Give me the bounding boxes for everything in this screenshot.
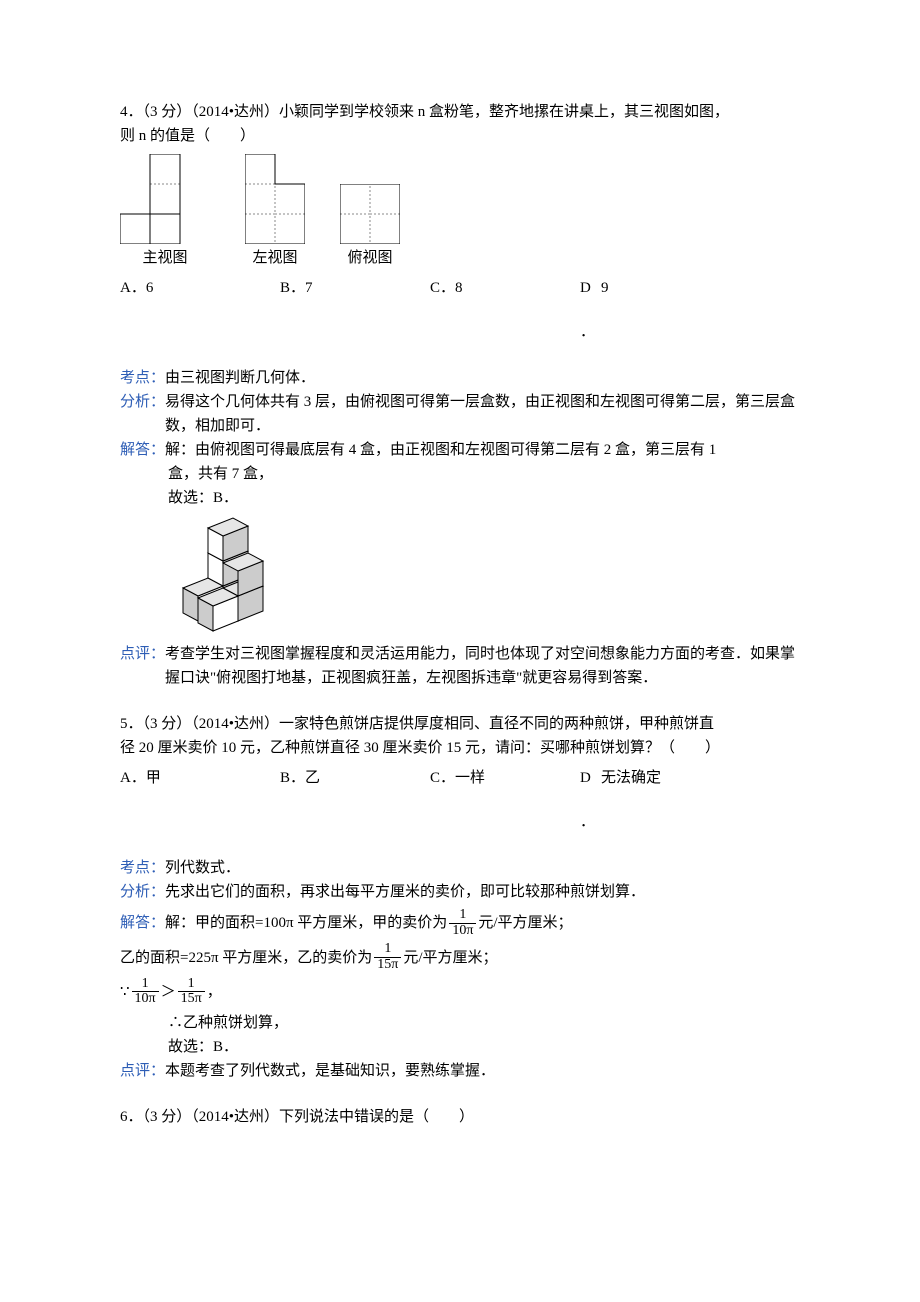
frac-num: 1 — [374, 942, 401, 958]
q4-explain: 考点： 由三视图判断几何体． 分析： 易得这个几何体共有 3 层，由俯视图可得第… — [120, 366, 810, 690]
q4-jieda-line2: 盒，共有 7 盒， — [168, 462, 810, 486]
q4-kaodian-body: 由三视图判断几何体． — [165, 366, 810, 390]
frac-den: 10π — [132, 992, 159, 1007]
frac-1-10pi: 1 10π — [132, 977, 159, 1007]
left-view-label: 左视图 — [252, 246, 297, 270]
front-view-label: 主视图 — [142, 246, 187, 270]
frac-1-10pi: 1 10π — [449, 908, 476, 938]
because-symbol: ∵ — [120, 980, 130, 1004]
q4-isometric — [168, 516, 810, 636]
q5-fenxi-body: 先求出它们的面积，再求出每平方厘米的卖价，即可比较那种煎饼划算． — [165, 880, 810, 904]
q5-guxuan: 故选：B． — [168, 1035, 810, 1059]
q5-kaodian-body: 列代数式． — [165, 856, 810, 880]
frac-num: 1 — [449, 908, 476, 924]
q5-jieda-line2: 乙的面积=225π 平方厘米，乙的卖价为 1 15π 元/平方厘米； — [120, 942, 810, 972]
q4-jieda-line3: 故选：B． — [168, 486, 810, 510]
q5-explain: 考点： 列代数式． 分析： 先求出它们的面积，再求出每平方厘米的卖价，即可比较那… — [120, 856, 810, 1083]
q4-choice-d-val: 9 — [601, 276, 609, 344]
q4-choice-b: B．7 — [280, 276, 430, 344]
q5-compare: ∵ 1 10π ＞ 1 15π ， — [120, 977, 810, 1007]
q4-views: 主视图 左视图 — [120, 154, 810, 270]
q4-choice-d-dot: ． — [580, 320, 595, 344]
q4-dianping-body: 考查学生对三视图掌握程度和灵活运用能力，同时也体现了对空间想象能力方面的考查．如… — [165, 642, 810, 690]
q5-choice-c: C．一样 — [430, 766, 580, 834]
top-view: 俯视图 — [340, 184, 400, 270]
q5-j2-post: 元/平方厘米； — [403, 946, 497, 970]
gt-symbol: ＞ — [161, 980, 176, 1004]
q5-choice-d: D ． 无法确定 — [580, 766, 730, 834]
frac-num: 1 — [178, 977, 205, 993]
jieda-label: 解答： — [120, 911, 165, 935]
comma: ， — [207, 980, 222, 1004]
q5-choice-d-letter: D — [580, 770, 591, 786]
q5-j1-pre: 解：甲的面积=100π 平方厘米，甲的卖价为 — [165, 911, 447, 935]
frac-num: 1 — [132, 977, 159, 993]
frac-den: 10π — [449, 924, 476, 939]
q4-fenxi-body: 易得这个几何体共有 3 层，由俯视图可得第一层盒数，由正视图和左视图可得第二层，… — [165, 390, 810, 438]
front-view: 主视图 — [120, 154, 210, 270]
q4-choice-d: D ． 9 — [580, 276, 730, 344]
dianping-label: 点评： — [120, 642, 165, 666]
q5-jieda-line1: 解答： 解：甲的面积=100π 平方厘米，甲的卖价为 1 10π 元/平方厘米； — [120, 908, 810, 938]
top-view-svg — [340, 184, 400, 244]
q6: 6．（3 分）（2014•达州）下列说法中错误的是（ ） — [120, 1105, 810, 1129]
dianping-label: 点评： — [120, 1059, 165, 1083]
q6-stem: 6．（3 分）（2014•达州）下列说法中错误的是（ ） — [120, 1105, 810, 1129]
q5-choice-b: B．乙 — [280, 766, 430, 834]
fenxi-label: 分析： — [120, 390, 165, 414]
kaodian-label: 考点： — [120, 856, 165, 880]
q5-stem: 5．（3 分）（2014•达州）一家特色煎饼店提供厚度相同、直径不同的两种煎饼，… — [120, 712, 810, 760]
q5-choices: A．甲 B．乙 C．一样 D ． 无法确定 — [120, 766, 810, 834]
frac-1-15pi: 1 15π — [374, 942, 401, 972]
q5-stem-line2: 径 20 厘米卖价 10 元，乙种煎饼直径 30 厘米卖价 15 元，请问：买哪… — [120, 736, 810, 760]
frac-den: 15π — [374, 958, 401, 973]
q5-choice-d-val: 无法确定 — [601, 766, 661, 834]
q5-choice-d-dot: ． — [580, 810, 595, 834]
q4-choice-a: A．6 — [120, 276, 280, 344]
q4-jieda-line1: 解：由俯视图可得最底层有 4 盒，由正视图和左视图可得第二层有 2 盒，第三层有… — [165, 438, 810, 462]
page: 4．（3 分）（2014•达州）小颖同学到学校领来 n 盒粉笔，整齐地摞在讲桌上… — [0, 0, 920, 1193]
q4-choices: A．6 B．7 C．8 D ． 9 — [120, 276, 810, 344]
left-view-svg — [245, 154, 305, 244]
q5-therefore: ∴乙种煎饼划算， — [168, 1011, 810, 1035]
front-view-svg — [120, 154, 210, 244]
isometric-svg — [168, 516, 278, 636]
q4-stem-line2: 则 n 的值是（ ） — [120, 124, 810, 148]
q5-j2-pre: 乙的面积=225π 平方厘米，乙的卖价为 — [120, 946, 372, 970]
q5: 5．（3 分）（2014•达州）一家特色煎饼店提供厚度相同、直径不同的两种煎饼，… — [120, 712, 810, 1083]
kaodian-label: 考点： — [120, 366, 165, 390]
frac-1-15pi: 1 15π — [178, 977, 205, 1007]
q4: 4．（3 分）（2014•达州）小颖同学到学校领来 n 盒粉笔，整齐地摞在讲桌上… — [120, 100, 810, 690]
jieda-label: 解答： — [120, 438, 165, 462]
q5-stem-line1: 5．（3 分）（2014•达州）一家特色煎饼店提供厚度相同、直径不同的两种煎饼，… — [120, 712, 810, 736]
frac-den: 15π — [178, 992, 205, 1007]
top-view-label: 俯视图 — [347, 246, 392, 270]
q4-stem-line1: 4．（3 分）（2014•达州）小颖同学到学校领来 n 盒粉笔，整齐地摞在讲桌上… — [120, 100, 810, 124]
q4-stem: 4．（3 分）（2014•达州）小颖同学到学校领来 n 盒粉笔，整齐地摞在讲桌上… — [120, 100, 810, 148]
left-view: 左视图 — [245, 154, 305, 270]
q5-dianping-body: 本题考查了列代数式，是基础知识，要熟练掌握． — [165, 1059, 810, 1083]
q4-choice-d-letter: D — [580, 280, 591, 296]
q5-choice-a: A．甲 — [120, 766, 280, 834]
fenxi-label: 分析： — [120, 880, 165, 904]
q4-choice-c: C．8 — [430, 276, 580, 344]
q5-j1-post: 元/平方厘米； — [478, 911, 572, 935]
